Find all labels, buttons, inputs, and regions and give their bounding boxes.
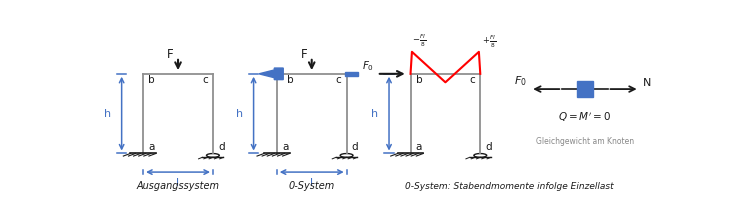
Text: c: c (202, 75, 208, 85)
Text: a: a (148, 142, 154, 152)
Polygon shape (259, 68, 284, 80)
Text: F: F (301, 48, 307, 61)
Text: $F_0$: $F_0$ (514, 74, 526, 88)
Text: d: d (218, 142, 225, 152)
Text: h: h (104, 109, 111, 119)
Text: $Q = M' = 0$: $Q = M' = 0$ (558, 111, 612, 125)
Text: d: d (352, 142, 358, 152)
Text: c: c (335, 75, 341, 85)
Text: h: h (371, 109, 379, 119)
Bar (346, 72, 358, 75)
Text: l: l (310, 178, 314, 188)
Text: b: b (416, 75, 422, 85)
Text: $F_0$: $F_0$ (362, 59, 374, 73)
Text: 0-System: Stabendmomente infolge Einzellast: 0-System: Stabendmomente infolge Einzell… (405, 182, 614, 191)
Text: b: b (287, 75, 294, 85)
Text: l: l (176, 178, 179, 188)
Text: F: F (167, 48, 174, 61)
Text: N: N (643, 78, 652, 88)
Text: Gleichgewicht am Knoten: Gleichgewicht am Knoten (536, 136, 634, 145)
Text: $-\frac{Fl}{8}$: $-\frac{Fl}{8}$ (412, 33, 426, 49)
Text: a: a (416, 142, 422, 152)
Text: c: c (470, 75, 475, 85)
Text: Ausgangssystem: Ausgangssystem (136, 181, 220, 191)
Text: h: h (236, 109, 243, 119)
Text: $+\frac{Fl}{8}$: $+\frac{Fl}{8}$ (482, 34, 496, 50)
Text: a: a (282, 142, 289, 152)
Bar (577, 81, 593, 97)
Text: b: b (148, 75, 155, 85)
Text: 0-System: 0-System (289, 181, 334, 191)
Text: d: d (485, 142, 492, 152)
